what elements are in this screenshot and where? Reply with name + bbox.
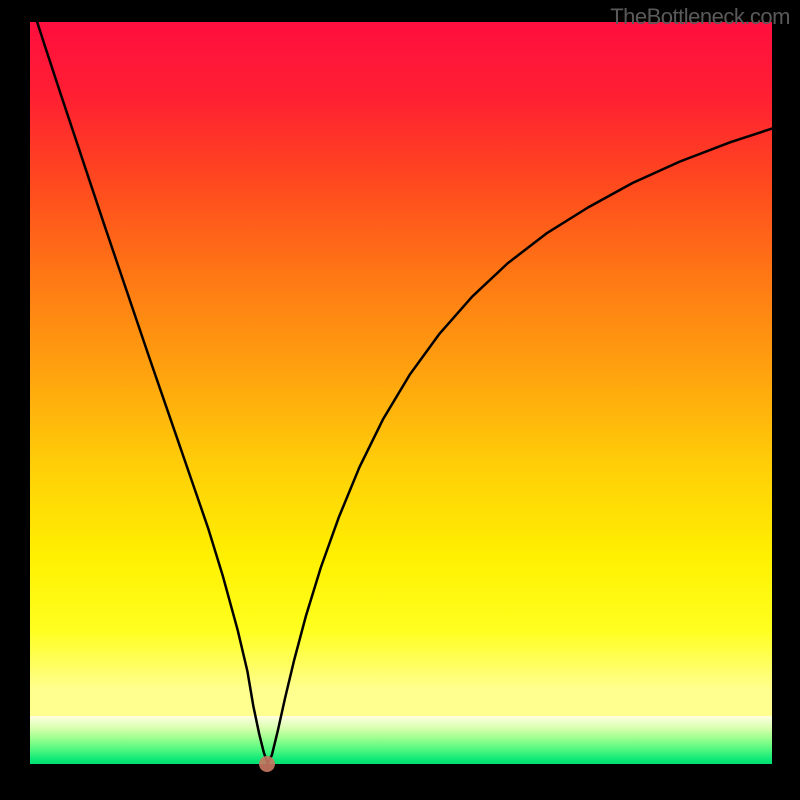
bottleneck-curve [0,0,800,800]
minimum-marker [259,756,275,772]
plot-container [0,0,800,800]
curve-path [30,0,773,763]
watermark: TheBottleneck.com [610,4,790,30]
